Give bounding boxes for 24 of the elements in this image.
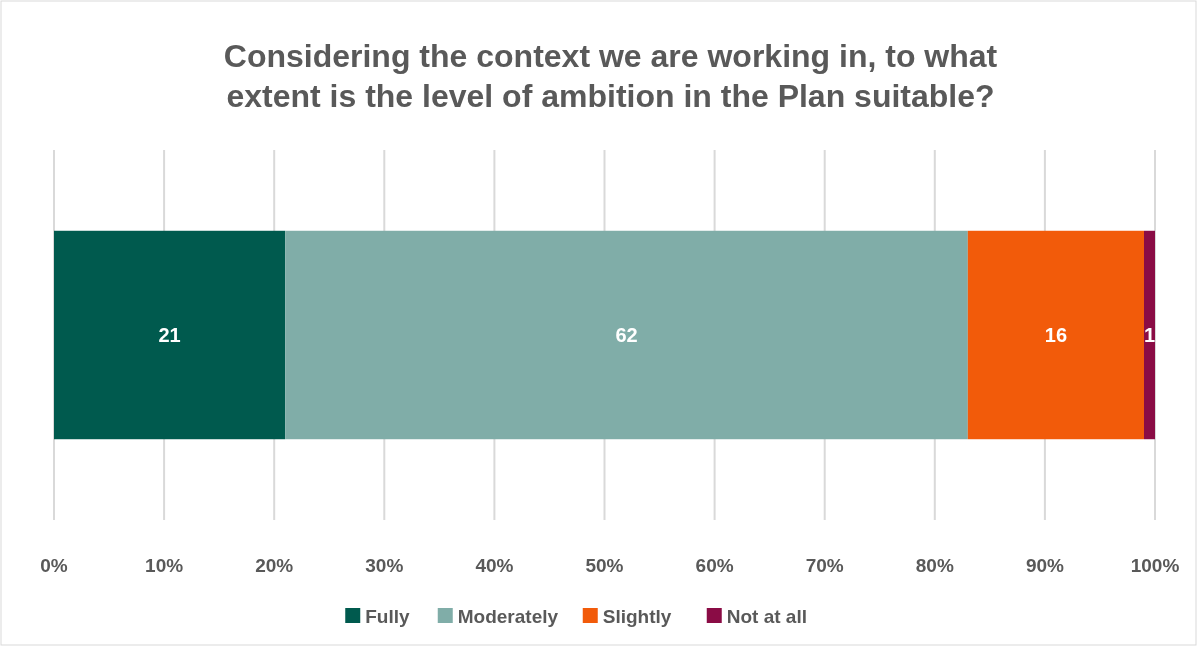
legend-label: Fully xyxy=(365,605,411,627)
bar xyxy=(1143,230,1155,440)
legend-label: Moderately xyxy=(457,605,559,627)
data-label: 1 xyxy=(1143,324,1156,346)
x-tick-label: 100% xyxy=(1130,554,1180,576)
x-tick-label: 20% xyxy=(255,554,294,576)
bar xyxy=(54,230,286,440)
legend-label: Not at all xyxy=(726,605,807,627)
x-tick-label: 0% xyxy=(40,554,68,576)
x-tick-label: 30% xyxy=(365,554,404,576)
x-tick-label: 50% xyxy=(585,554,624,576)
data-label: 21 xyxy=(158,324,181,346)
bar xyxy=(967,230,1144,440)
chart-title: Considering the context we are working in, to what extent is the level of ambition in the Plan suitable? xyxy=(223,38,998,114)
data-label: 62 xyxy=(615,324,638,346)
x-tick-label: 90% xyxy=(1025,554,1065,576)
data-label: 16 xyxy=(1044,324,1068,346)
x-tick-label: 40% xyxy=(475,554,514,576)
x-tick-label: 80% xyxy=(915,554,954,576)
x-tick-label: 70% xyxy=(805,554,844,576)
legend-label: Slightly xyxy=(602,605,672,627)
bar xyxy=(285,230,968,440)
x-tick-label: 60% xyxy=(695,554,734,576)
x-tick-label: 10% xyxy=(145,554,184,576)
